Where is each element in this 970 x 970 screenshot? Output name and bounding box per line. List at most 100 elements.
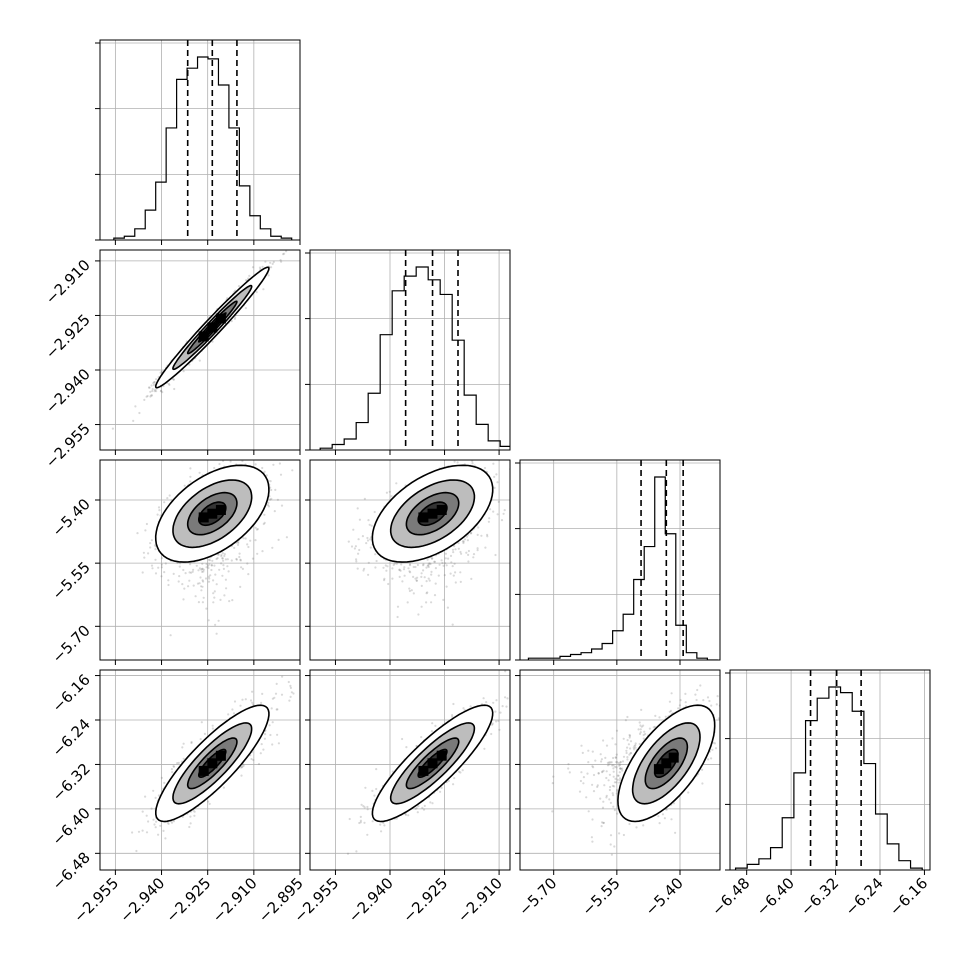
- sample-point: [367, 561, 370, 564]
- sample-point: [423, 576, 426, 579]
- sample-point: [244, 279, 248, 282]
- sample-point: [248, 274, 251, 277]
- sample-point: [161, 391, 164, 394]
- sample-point: [147, 386, 151, 389]
- sample-point: [384, 564, 387, 567]
- sample-point: [462, 541, 465, 545]
- sample-point: [453, 545, 456, 548]
- sample-point: [205, 607, 208, 610]
- y-tick-label: −5.70: [49, 621, 94, 666]
- sample-point: [197, 601, 200, 604]
- sample-point: [356, 567, 359, 570]
- sample-point: [462, 540, 465, 543]
- sample-point: [202, 580, 205, 583]
- sample-point: [433, 560, 436, 563]
- sample-point: [220, 555, 223, 558]
- sample-point: [401, 580, 404, 583]
- sample-point: [369, 546, 372, 549]
- sample-point: [132, 419, 135, 422]
- sample-point: [430, 570, 433, 574]
- sample-point: [388, 490, 391, 493]
- sample-point: [151, 567, 154, 570]
- y-tick-label: −2.925: [42, 311, 94, 363]
- sample-point: [221, 574, 224, 577]
- sample-point: [407, 567, 410, 570]
- sample-point: [452, 551, 455, 554]
- sample-point: [387, 582, 390, 586]
- sample-point: [431, 557, 434, 560]
- sample-point: [172, 378, 175, 381]
- sample-point: [399, 569, 402, 572]
- sample-point: [451, 623, 454, 626]
- sample-point: [430, 601, 433, 604]
- sample-point: [207, 566, 210, 570]
- sample-point: [496, 481, 499, 484]
- sample-point: [149, 542, 152, 545]
- sample-point: [280, 504, 284, 507]
- sample-point: [422, 563, 425, 566]
- sample-point: [241, 460, 244, 463]
- sample-point: [358, 518, 361, 521]
- sample-point: [369, 536, 373, 539]
- sample-point: [366, 539, 370, 542]
- sample-point: [163, 571, 166, 574]
- sample-point: [189, 475, 192, 478]
- sample-point: [444, 552, 447, 555]
- sample-point: [141, 571, 144, 574]
- sample-point: [522, 480, 524, 482]
- sample-point: [151, 388, 154, 391]
- sample-point: [207, 558, 210, 561]
- sample-point: [215, 632, 218, 635]
- sample-point: [183, 587, 186, 590]
- sample-point: [229, 460, 232, 463]
- sample-point: [213, 596, 216, 599]
- sample-point: [159, 514, 162, 517]
- sample-point: [241, 567, 244, 571]
- sample-point: [403, 574, 406, 577]
- sample-point: [194, 595, 197, 598]
- sample-point: [269, 480, 272, 483]
- sample-point: [437, 574, 440, 577]
- sample-point: [145, 395, 148, 398]
- sample-point: [454, 581, 457, 584]
- sample-point: [189, 467, 192, 470]
- density-cell: [207, 508, 218, 519]
- sample-point: [172, 378, 175, 381]
- sample-point: [200, 589, 203, 592]
- sample-point: [495, 473, 498, 476]
- sample-point: [408, 564, 412, 567]
- sample-point: [201, 585, 204, 588]
- sample-point: [395, 562, 398, 565]
- sample-point: [492, 462, 495, 465]
- sample-point: [212, 579, 215, 582]
- histogram-0: [113, 56, 293, 240]
- sample-point: [430, 573, 433, 576]
- sample-point: [285, 536, 288, 539]
- sample-point: [202, 568, 205, 571]
- sample-point: [247, 545, 250, 549]
- sample-point: [193, 814, 196, 817]
- sample-point: [488, 517, 491, 520]
- sample-point: [149, 395, 152, 398]
- sample-point: [279, 473, 283, 476]
- sample-point: [261, 550, 264, 553]
- sample-point: [189, 480, 192, 483]
- sample-point: [477, 526, 480, 529]
- sample-point: [150, 394, 153, 397]
- sample-point: [159, 371, 162, 374]
- density-panel-2-1: [347, 460, 524, 626]
- sample-point: [464, 538, 467, 541]
- sample-point: [489, 508, 492, 511]
- sample-point: [400, 563, 403, 566]
- sample-point: [445, 564, 448, 567]
- sample-point: [222, 564, 225, 567]
- sample-point: [412, 592, 415, 595]
- sample-point: [231, 599, 234, 602]
- sample-point: [417, 613, 420, 616]
- sample-point: [225, 587, 228, 590]
- sample-point: [142, 551, 145, 554]
- sample-point: [502, 512, 505, 515]
- sample-point: [503, 509, 506, 512]
- density-cell: [436, 505, 447, 515]
- sample-point: [157, 833, 160, 836]
